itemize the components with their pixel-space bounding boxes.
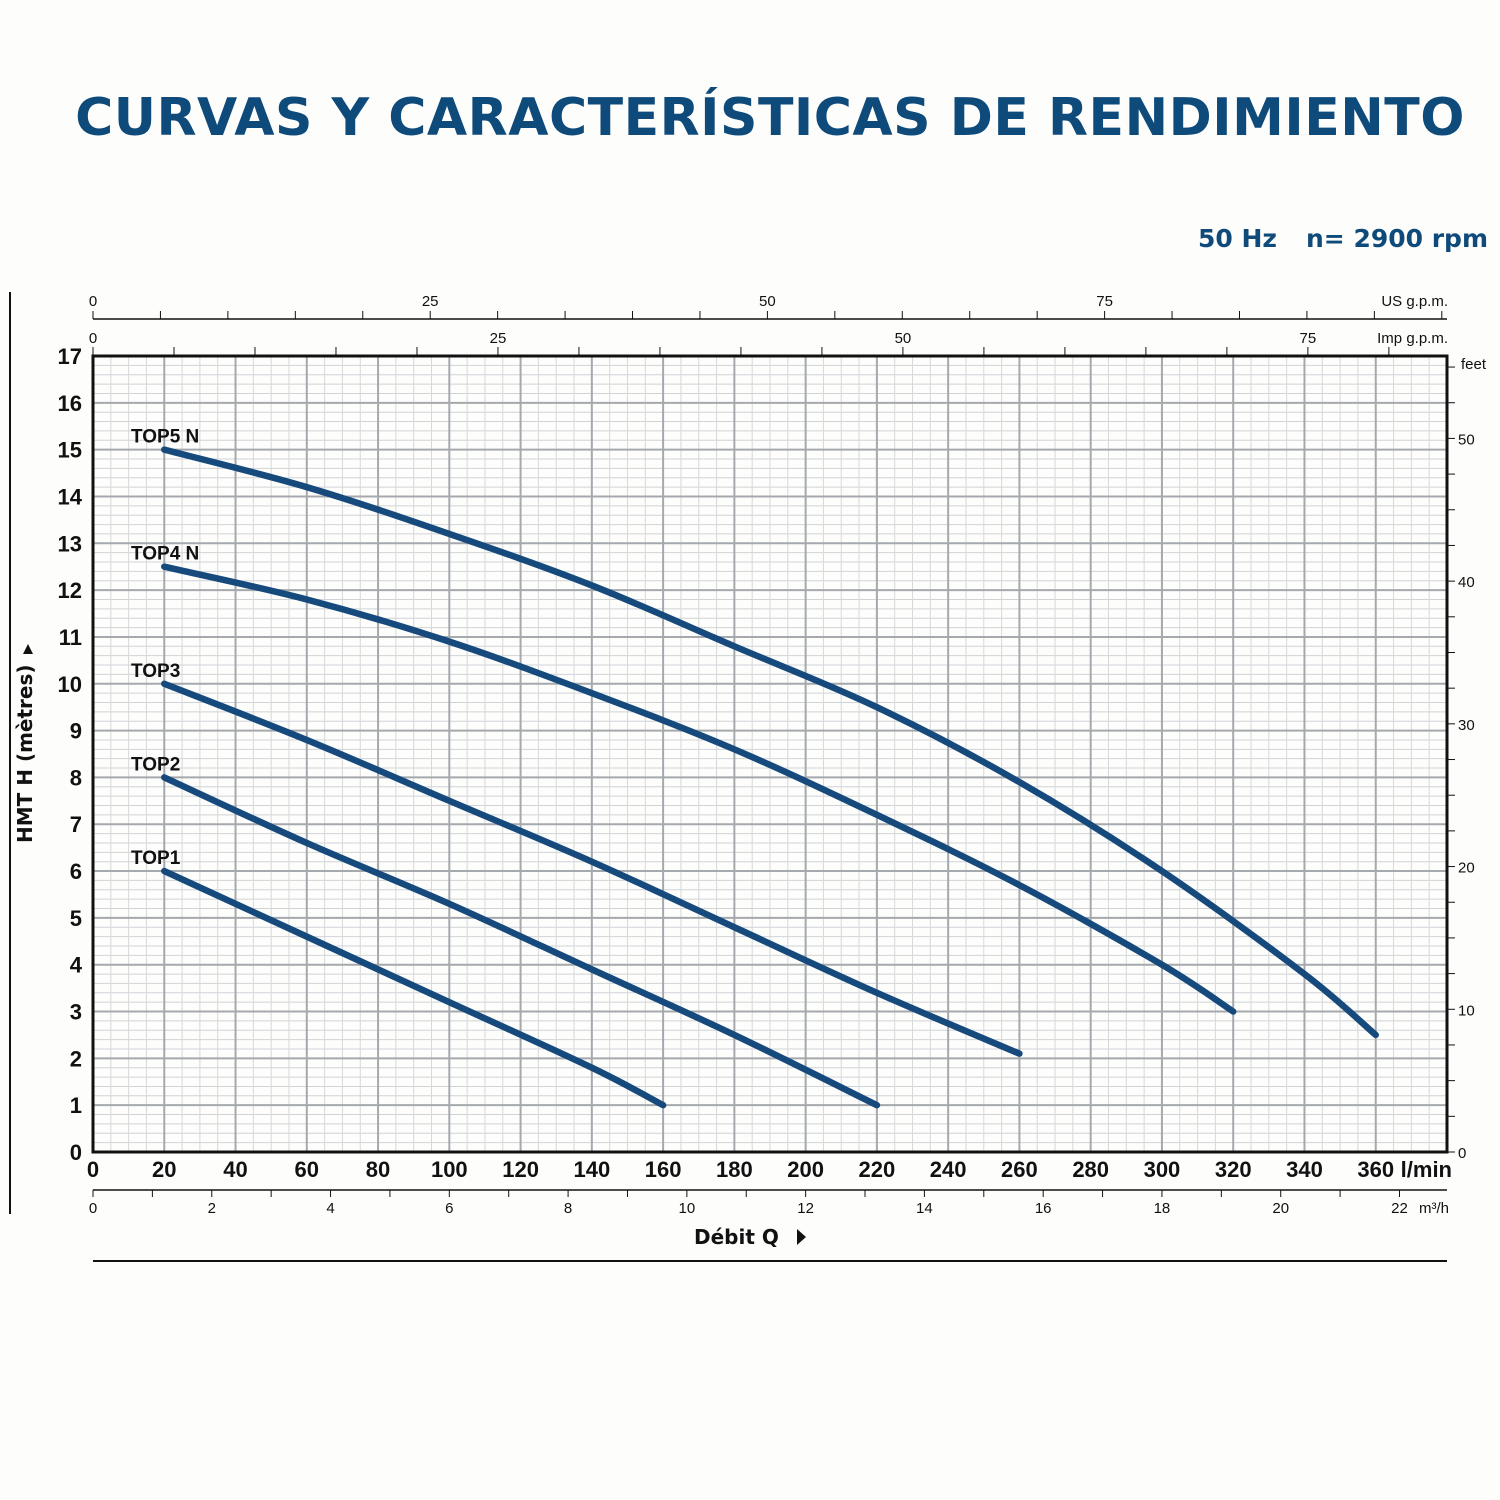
y-tick-label: 7 <box>70 812 82 837</box>
us-gpm-unit-label: US g.p.m. <box>1381 293 1448 310</box>
y-axis-arrow-icon <box>23 644 33 654</box>
m3h-tick-label: 20 <box>1272 1200 1289 1217</box>
m3h-tick-label: 4 <box>326 1200 334 1217</box>
chart-series: TOP5 N TOP4 N TOP3 TOP2 TOP1 <box>131 427 1379 1109</box>
imp-gpm-unit-label: Imp g.p.m. <box>1377 330 1448 347</box>
series-label-top1: TOP1 <box>131 848 181 869</box>
y-tick-label: 11 <box>59 625 82 650</box>
x-tick-label: 60 <box>295 1157 319 1182</box>
feet-tick-label: 40 <box>1458 574 1475 591</box>
m3h-tick-label: 0 <box>89 1200 97 1217</box>
m3h-tick-label: 18 <box>1154 1200 1171 1217</box>
x-tick-label: 180 <box>716 1157 753 1182</box>
m3h-unit-label: m³/h <box>1419 1200 1449 1217</box>
x-tick-label: 20 <box>152 1157 176 1182</box>
y-tick-label: 9 <box>70 719 82 744</box>
series-line-top3 <box>161 680 1023 1057</box>
y-axis-title: HMT H (mètres) <box>13 664 37 843</box>
series-line-top5-n <box>161 446 1379 1039</box>
y-tick-label: 8 <box>70 765 82 790</box>
x-tick-label: 160 <box>645 1157 682 1182</box>
feet-tick-label: 0 <box>1458 1145 1466 1162</box>
y-tick-label: 17 <box>58 344 82 369</box>
x-tick-label: 100 <box>431 1157 468 1182</box>
y-tick-label: 2 <box>70 1046 82 1071</box>
imp-gpm-tick-label: 50 <box>895 330 912 347</box>
x-tick-label: 80 <box>366 1157 390 1182</box>
series-line-top2 <box>161 774 881 1109</box>
series-line-top1 <box>161 867 667 1109</box>
y-tick-label: 13 <box>58 531 82 556</box>
m3h-tick-label: 12 <box>797 1200 814 1217</box>
m3h-tick-label: 22 <box>1391 1200 1408 1217</box>
us-gpm-tick-label: 0 <box>89 293 97 310</box>
x-tick-label: 280 <box>1072 1157 1109 1182</box>
y-tick-label: 0 <box>70 1140 82 1165</box>
imp-gpm-tick-label: 75 <box>1300 330 1317 347</box>
x-tick-label: 300 <box>1144 1157 1181 1182</box>
series-label-top4-n: TOP4 N <box>131 544 199 565</box>
feet-tick-label: 30 <box>1458 717 1475 734</box>
page-title: CURVAS Y CARACTERÍSTICAS DE RENDIMIENTO <box>75 88 1465 148</box>
imp-gpm-tick-label: 25 <box>490 330 507 347</box>
m3h-tick-label: 14 <box>916 1200 933 1217</box>
y-tick-label: 3 <box>70 1000 82 1025</box>
y-tick-label: 10 <box>58 672 82 697</box>
m3h-tick-label: 2 <box>208 1200 216 1217</box>
frequency-label: 50 Hz <box>1198 224 1277 253</box>
y-tick-label: 6 <box>70 859 82 884</box>
m3h-tick-label: 8 <box>564 1200 572 1217</box>
speed-label: n= 2900 rpm <box>1306 224 1489 253</box>
x-unit-label: l/min <box>1401 1157 1452 1182</box>
series-label-top5-n: TOP5 N <box>131 427 199 448</box>
x-tick-label: 0 <box>87 1157 99 1182</box>
m3h-tick-label: 10 <box>679 1200 696 1217</box>
x-tick-label: 240 <box>930 1157 967 1182</box>
x-tick-label: 320 <box>1215 1157 1252 1182</box>
us-gpm-tick-label: 25 <box>422 293 439 310</box>
x-tick-label: 120 <box>502 1157 539 1182</box>
feet-tick-label: 20 <box>1458 860 1475 877</box>
y-tick-label: 5 <box>70 906 82 931</box>
chart-grid <box>93 356 1447 1152</box>
y-tick-label: 14 <box>58 484 83 509</box>
feet-tick-label: 10 <box>1458 1002 1475 1019</box>
x-tick-label: 200 <box>787 1157 824 1182</box>
chart-frame <box>9 292 1449 1262</box>
feet-unit-label: feet <box>1461 356 1487 373</box>
y-tick-label: 4 <box>70 953 83 978</box>
x-tick-label: 40 <box>223 1157 247 1182</box>
imp-gpm-tick-label: 0 <box>89 330 97 347</box>
y-tick-label: 1 <box>70 1093 82 1118</box>
us-gpm-tick-label: 75 <box>1096 293 1113 310</box>
x-tick-label: 220 <box>859 1157 896 1182</box>
m3h-tick-label: 16 <box>1035 1200 1052 1217</box>
y-tick-label: 12 <box>58 578 82 603</box>
x-tick-label: 360 <box>1357 1157 1394 1182</box>
y-tick-label: 15 <box>58 438 82 463</box>
series-label-top3: TOP3 <box>131 661 180 682</box>
plot-frame <box>91 354 1449 1154</box>
series-line-top4-n <box>161 563 1237 1015</box>
x-tick-label: 340 <box>1286 1157 1323 1182</box>
y-tick-label: 16 <box>58 391 82 416</box>
series-label-top2: TOP2 <box>131 754 180 775</box>
m3h-tick-label: 6 <box>445 1200 453 1217</box>
us-gpm-tick-label: 50 <box>759 293 776 310</box>
x-tick-label: 140 <box>573 1157 610 1182</box>
x-axis-arrow-icon <box>797 1229 806 1245</box>
x-tick-label: 260 <box>1001 1157 1038 1182</box>
x-axis-title: Débit Q <box>694 1225 779 1249</box>
feet-tick-label: 50 <box>1458 431 1475 448</box>
